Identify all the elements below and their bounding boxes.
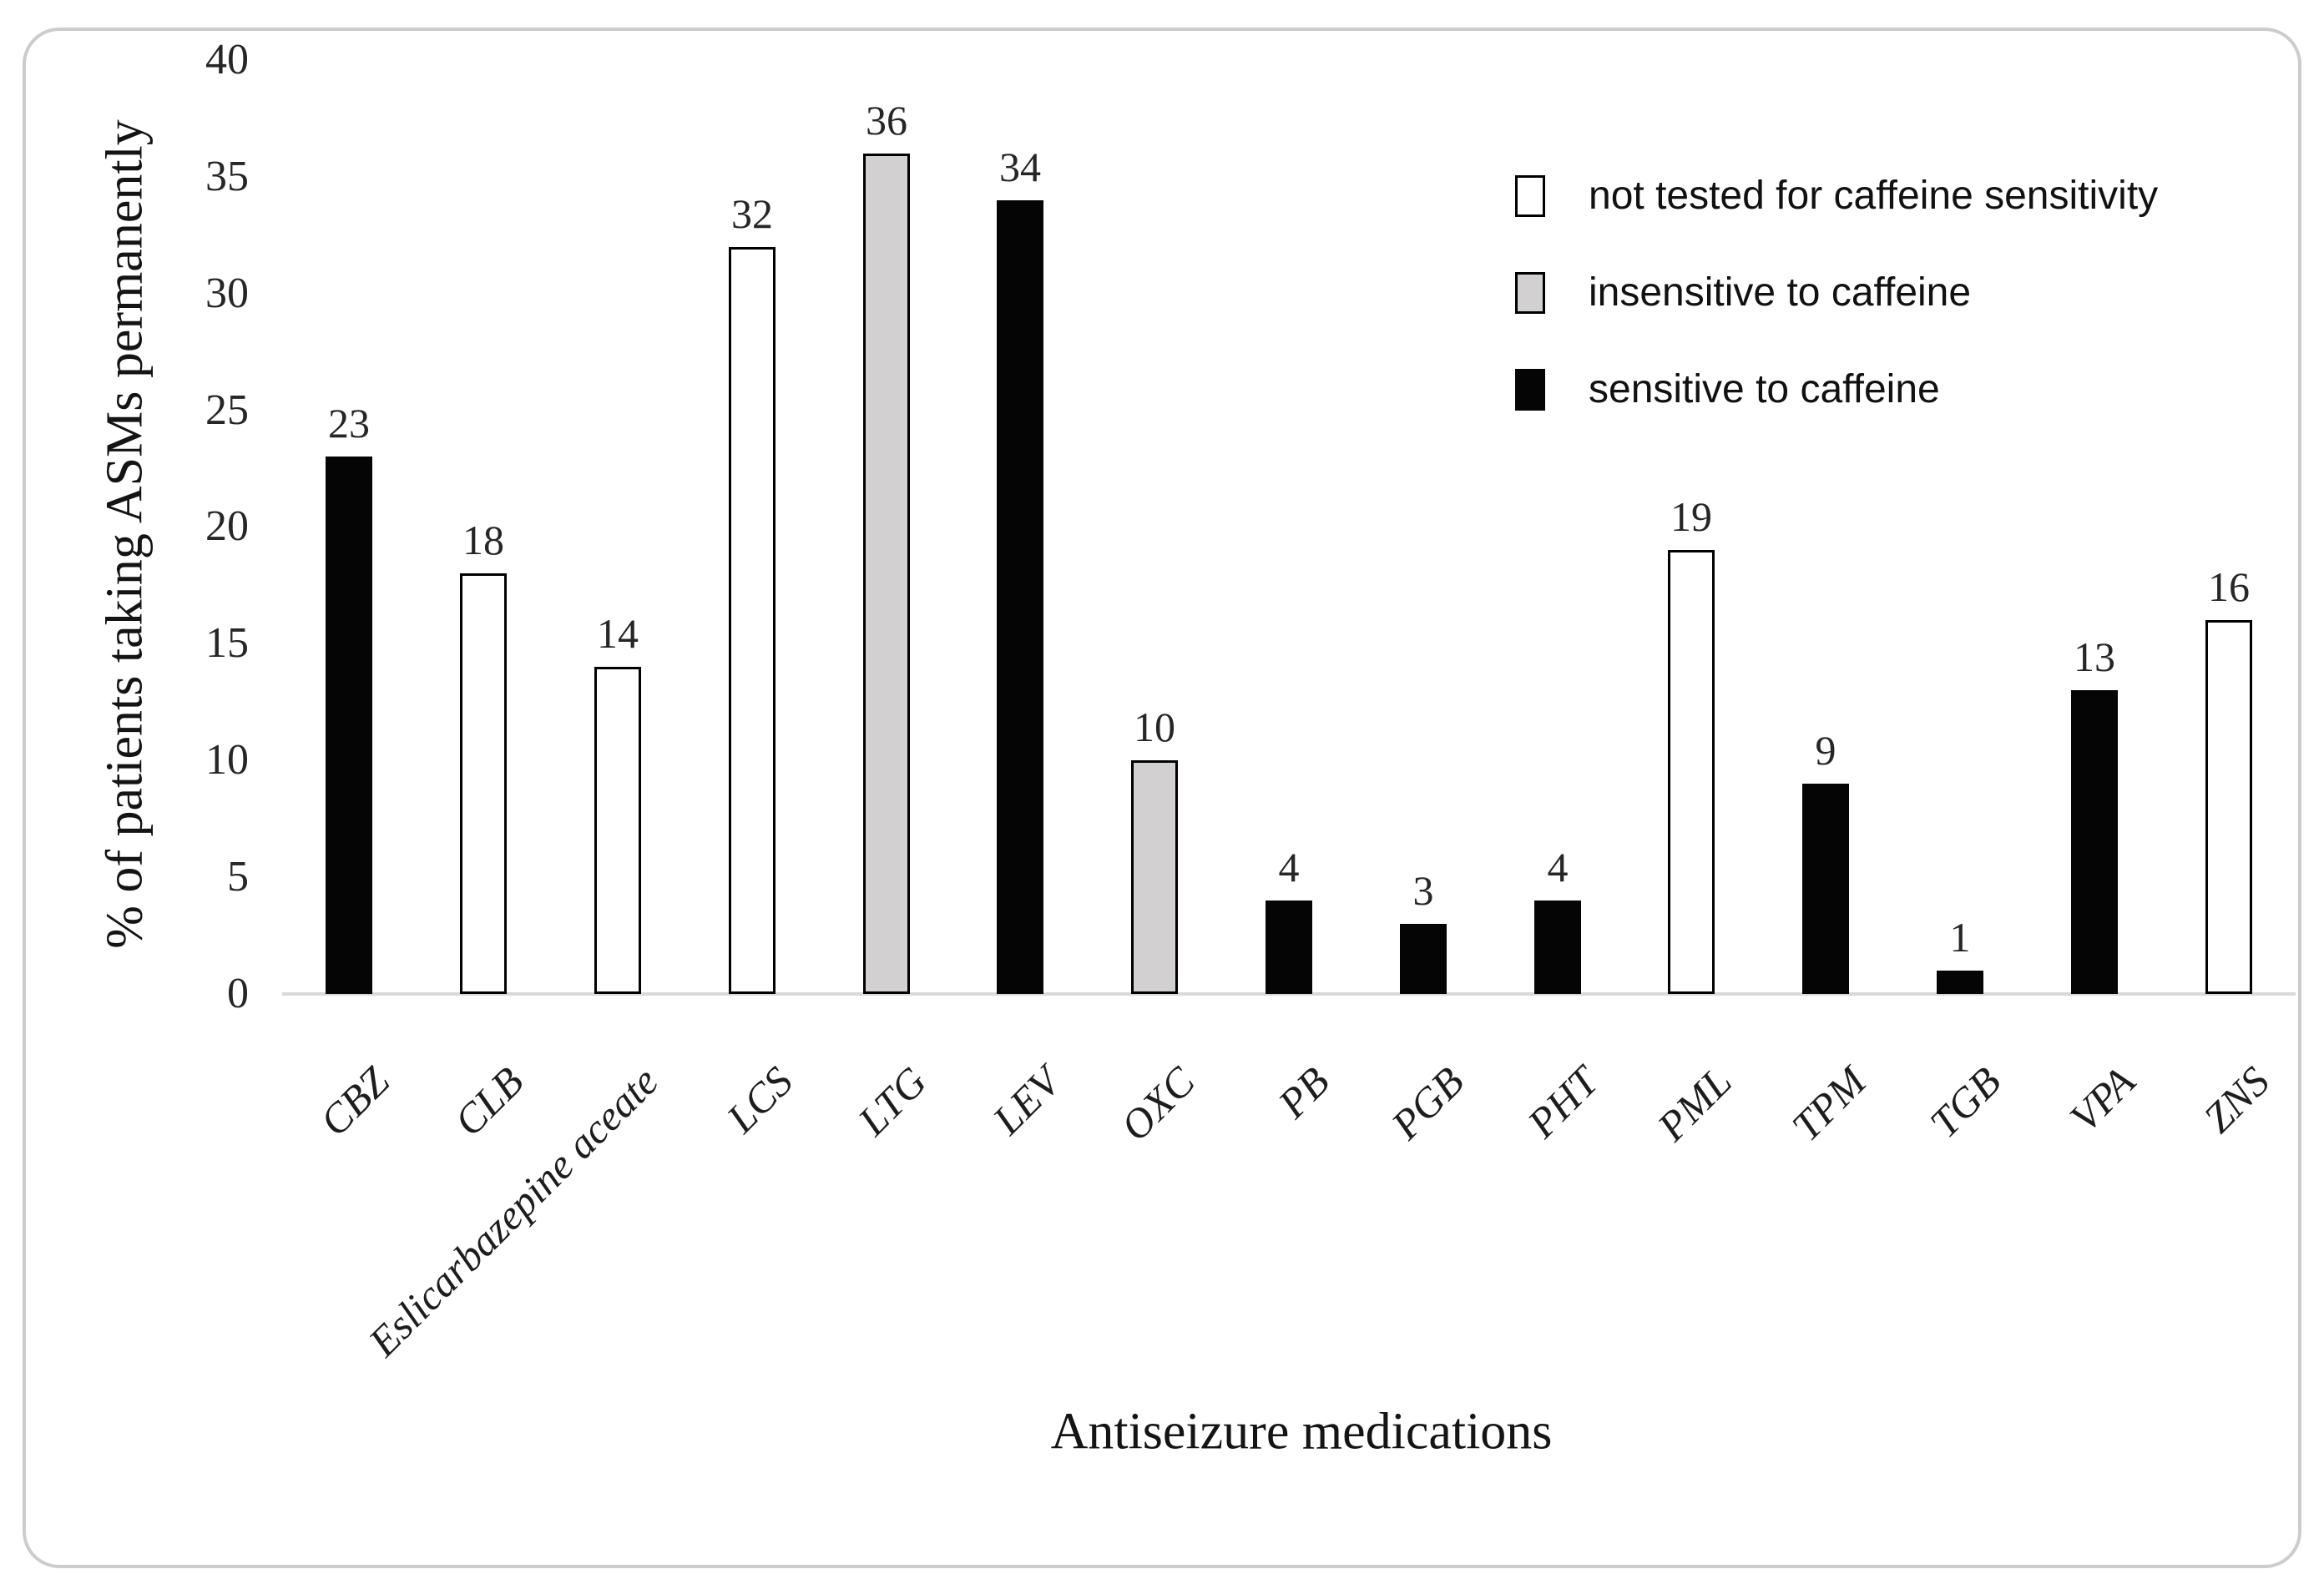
bar-oxc [1131,760,1178,994]
y-tick-label: 40 [205,35,249,83]
value-label-pht: 4 [1547,844,1569,890]
x-axis-line [282,992,2296,996]
category-label-pb: PB [1269,1057,1338,1128]
category-label-lcs: LCS [717,1057,801,1142]
value-label-zns: 16 [2208,563,2250,610]
legend-swatch-insensitive [1515,272,1545,314]
value-label-lcs: 32 [731,190,773,237]
legend-row-insensitive: insensitive to caffeine [1515,272,1971,314]
value-label-cbz: 23 [328,400,370,446]
value-label-pml: 19 [1670,493,1712,540]
value-label-lev: 34 [999,144,1041,190]
bar-tpm [1802,784,1849,994]
value-label-oxc: 10 [1134,704,1175,750]
bar-vpa [2071,690,2118,994]
bar-zns [2205,620,2252,994]
legend-swatch-not-tested [1515,175,1545,217]
value-label-tpm: 9 [1815,727,1836,774]
value-label-pb: 4 [1278,844,1300,890]
legend-label-sensitive: sensitive to caffeine [1589,367,1940,411]
bar-pgb [1400,924,1447,994]
y-tick-label: 20 [205,502,249,551]
bar-pht [1534,901,1581,994]
y-tick-label: 35 [205,152,249,200]
category-label-zns: ZNS [2194,1057,2278,1142]
bar-lev [997,200,1043,994]
y-tick-label: 5 [227,853,249,901]
category-label-cbz: CBZ [311,1057,398,1145]
value-label-eslicarbazepine-aceate: 14 [597,610,639,657]
value-label-pgb: 3 [1412,867,1434,914]
value-label-clb: 18 [462,517,504,563]
bar-clb [460,573,507,994]
y-axis-title: % of patients taking ASMs permanently [96,119,154,949]
legend-label-not-tested: not tested for caffeine sensitivity [1589,174,2159,218]
category-label-tgb: TGB [1920,1057,2009,1147]
legend-swatch-sensitive [1515,369,1545,411]
category-label-pml: PML [1648,1057,1740,1150]
category-label-pht: PHT [1518,1057,1607,1147]
category-label-vpa: VPA [2060,1057,2144,1142]
bar-pml [1668,550,1715,994]
bar-tgb [1937,971,1983,994]
legend-row-not-tested: not tested for caffeine sensitivity [1515,175,2158,217]
bar-ltg [863,154,910,994]
legend-row-sensitive: sensitive to caffeine [1515,369,1940,411]
legend-label-insensitive: insensitive to caffeine [1589,270,1972,315]
category-label-tpm: TPM [1782,1057,1875,1150]
value-label-vpa: 13 [2074,633,2115,680]
category-label-clb: CLB [445,1057,533,1145]
bar-lcs [729,247,776,994]
bar-pb [1266,901,1312,994]
value-label-ltg: 36 [866,97,907,144]
category-label-lev: LEV [983,1057,1069,1143]
category-label-pgb: PGB [1382,1057,1473,1148]
value-label-tgb: 1 [1949,914,1971,961]
y-tick-label: 30 [205,269,249,317]
bar-eslicarbazepine-aceate [594,667,641,994]
category-label-oxc: OXC [1111,1057,1204,1150]
y-tick-label: 10 [205,736,249,784]
category-label-ltg: LTG [849,1057,936,1145]
y-tick-label: 15 [205,619,249,668]
y-tick-label: 25 [205,386,249,434]
y-tick-label: 0 [227,970,249,1017]
bar-cbz [326,457,372,994]
x-axis-title: Antiseizure medications [1050,1403,1553,1460]
